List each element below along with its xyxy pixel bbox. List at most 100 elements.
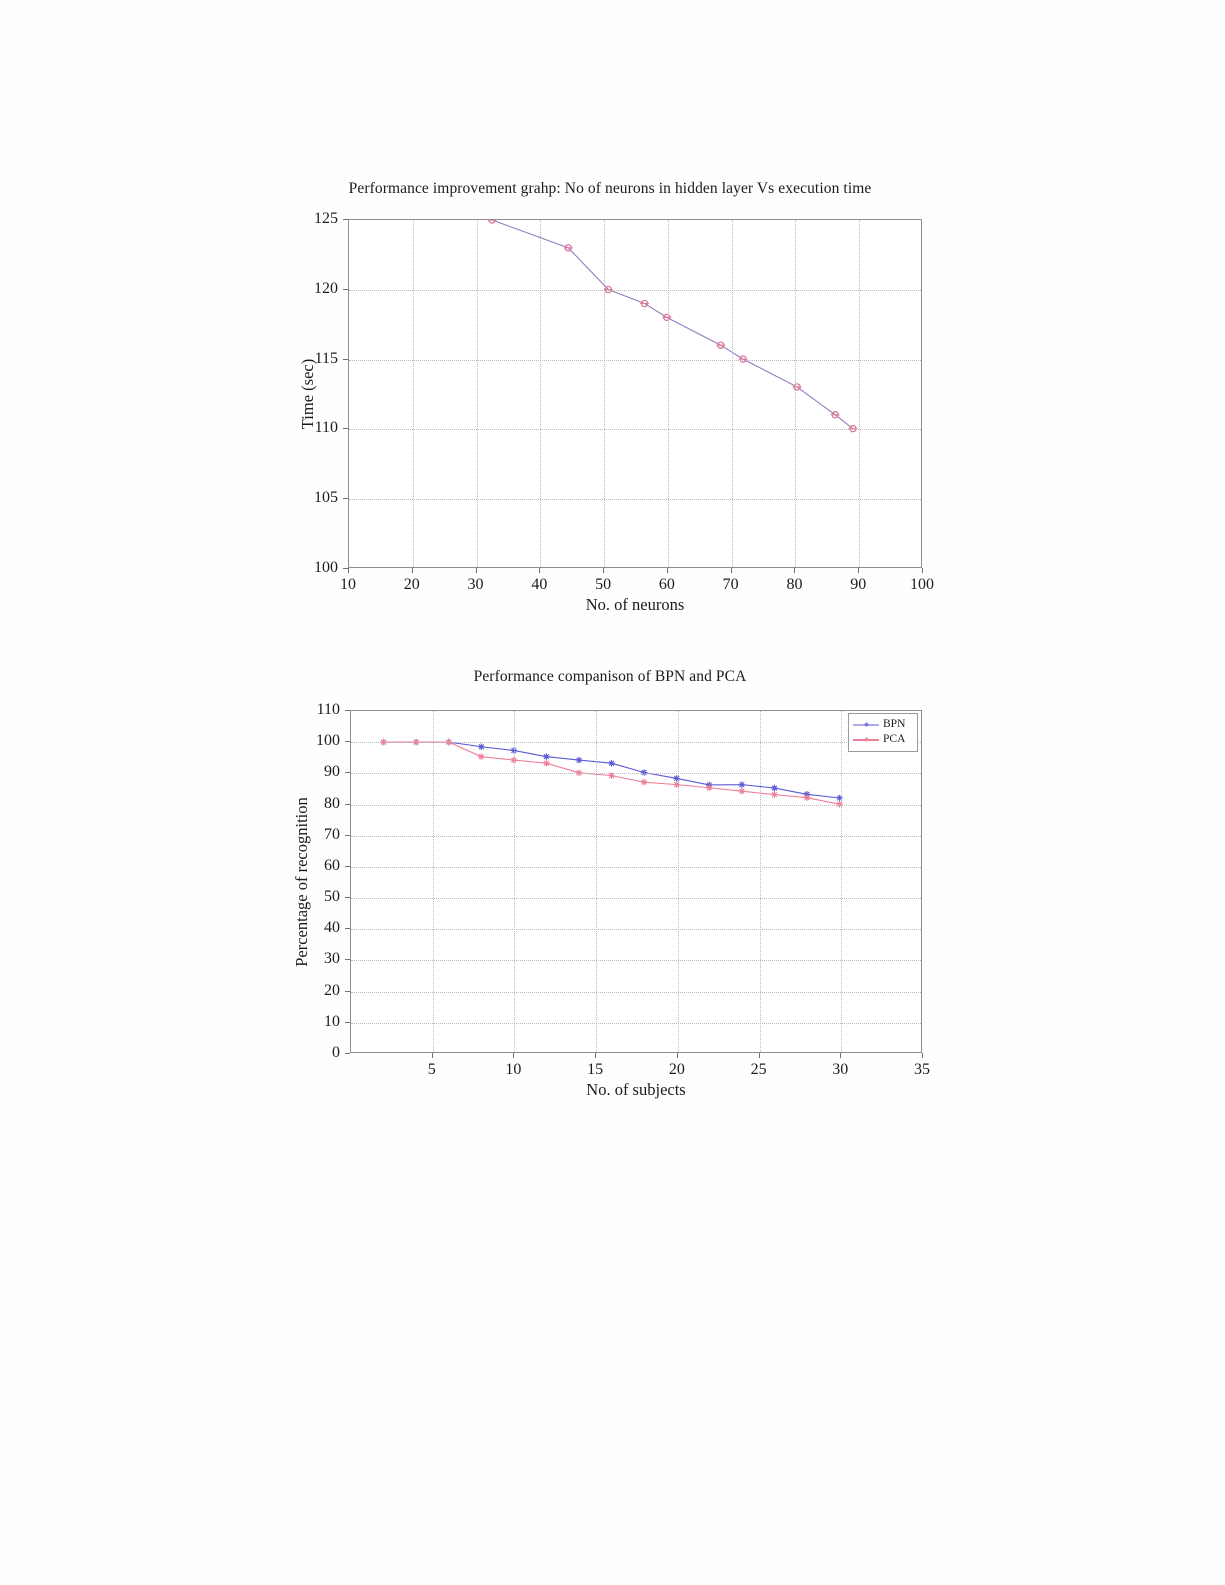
x-axis-tick	[513, 1053, 515, 1058]
y-axis-tick	[345, 928, 350, 930]
y-axis-tick	[345, 834, 350, 836]
y-axis-tick-label: 120	[314, 279, 338, 297]
legend-swatch-pca	[853, 735, 879, 745]
data-point-marker	[543, 753, 550, 760]
x-axis-tick	[539, 568, 541, 573]
data-point-marker	[803, 790, 811, 798]
x-axis-tick	[922, 568, 923, 573]
data-point-marker	[510, 756, 518, 764]
x-axis-tick-label: 5	[427, 1061, 436, 1078]
x-axis-tick	[922, 1053, 923, 1058]
y-axis-tick-label: 100	[316, 732, 340, 750]
data-point-marker	[640, 769, 648, 776]
y-axis-tick-label: 100	[314, 559, 338, 576]
y-axis-tick-label: 40	[324, 919, 340, 937]
y-axis-tick	[345, 990, 350, 992]
x-axis-tick-label: 10	[505, 1061, 522, 1078]
data-point-marker	[563, 244, 573, 252]
data-point-marker	[608, 772, 615, 779]
y-axis-tick	[345, 741, 350, 743]
y-axis-tick-label: 30	[324, 950, 340, 968]
x-axis-tick	[475, 568, 477, 573]
y-axis-tick-label: 115	[314, 349, 338, 367]
series-layer-neurons-vs-time	[487, 220, 858, 433]
data-point-marker	[848, 424, 858, 433]
chart-legend-bpn-pca: BPN PCA	[848, 713, 918, 752]
x-axis-tick	[603, 568, 605, 573]
data-point-marker	[640, 778, 648, 786]
y-axis-tick	[345, 772, 350, 774]
y-axis-tick-label: 110	[316, 701, 340, 718]
figure-neurons-vs-time: Performance improvement grahp: No of neu…	[250, 180, 970, 630]
y-axis-tick	[345, 710, 350, 711]
x-axis-tick	[858, 568, 860, 573]
x-axis-tick-label: 90	[850, 576, 867, 593]
y-axis-tick	[343, 288, 348, 290]
legend-item-pca: PCA	[853, 732, 911, 747]
data-point-marker	[575, 769, 583, 777]
chart-title-bpn-vs-pca: Performance companison of BPN and PCA	[473, 668, 747, 685]
x-axis-tick-label: 20	[668, 1061, 685, 1078]
y-axis-tick-label: 105	[314, 489, 338, 507]
x-axis-tick-label: 60	[658, 576, 675, 593]
x-axis-tick	[666, 568, 668, 573]
data-point-marker	[380, 738, 387, 746]
legend-label-pca: PCA	[883, 732, 906, 745]
data-point-marker	[510, 747, 518, 754]
y-axis-tick-label: 0	[332, 1044, 340, 1061]
data-point-marker	[575, 756, 583, 764]
y-axis-tick	[345, 897, 350, 899]
series-line-execution-time	[491, 220, 854, 430]
data-point-marker	[716, 341, 726, 349]
x-axis-tick-label: 30	[832, 1061, 849, 1078]
legend-label-bpn: BPN	[883, 717, 906, 730]
plot-canvas-bpn-vs-pca	[350, 710, 922, 1053]
y-axis-tick-label: 125	[314, 210, 338, 227]
data-point-marker	[803, 794, 811, 801]
data-point-marker	[603, 285, 613, 294]
x-axis-tick-label: 35	[914, 1061, 930, 1078]
x-axis-tick	[411, 568, 413, 573]
series-line-bpn	[383, 741, 840, 799]
x-axis-tick-label: 10	[340, 576, 356, 593]
data-point-marker	[836, 794, 843, 802]
x-axis-tick	[840, 1053, 842, 1058]
data-point-marker	[792, 383, 802, 391]
y-axis-tick	[343, 568, 348, 569]
data-point-marker	[738, 787, 746, 795]
data-point-marker	[412, 738, 420, 746]
y-axis-tick-label: 60	[324, 856, 340, 874]
plot-canvas-neurons-vs-time	[348, 219, 922, 568]
data-point-marker	[662, 313, 672, 322]
data-point-marker	[608, 759, 615, 767]
y-axis-title-recognition: Percentage of recognition	[292, 797, 311, 967]
plot-area-wrapper-neurons-vs-time	[348, 219, 922, 568]
x-axis-tick-label: 50	[595, 576, 612, 593]
data-point-marker	[738, 781, 746, 788]
data-point-marker	[836, 800, 843, 808]
x-axis-tick-label: 80	[786, 576, 803, 593]
x-axis-title-subjects: No. of subjects	[586, 1080, 686, 1099]
data-point-marker	[477, 743, 485, 751]
y-axis-tick-label: 80	[324, 794, 340, 812]
x-axis-tick	[758, 1053, 760, 1058]
star-marker-icon	[863, 737, 869, 742]
x-axis-tick-label: 40	[531, 576, 548, 593]
legend-swatch-bpn	[853, 720, 879, 730]
y-axis-tick	[345, 1021, 350, 1023]
data-point-marker	[487, 220, 497, 224]
x-axis-tick-label: 25	[750, 1061, 767, 1078]
y-axis-tick	[343, 358, 348, 360]
x-axis-tick	[730, 568, 732, 573]
chart-title-neurons-vs-time: Performance improvement grahp: No of neu…	[348, 180, 872, 197]
data-point-marker	[830, 411, 840, 419]
x-axis-tick-label: 20	[403, 576, 420, 593]
data-point-marker	[543, 759, 550, 767]
series-layer-bpn-vs-pca	[380, 738, 843, 808]
y-axis-tick	[345, 803, 350, 805]
figure-bpn-vs-pca: Performance companison of BPN and PCA BP…	[250, 668, 970, 1108]
star-marker-icon	[863, 722, 869, 727]
data-point-marker	[705, 784, 713, 792]
data-point-marker	[771, 791, 778, 798]
